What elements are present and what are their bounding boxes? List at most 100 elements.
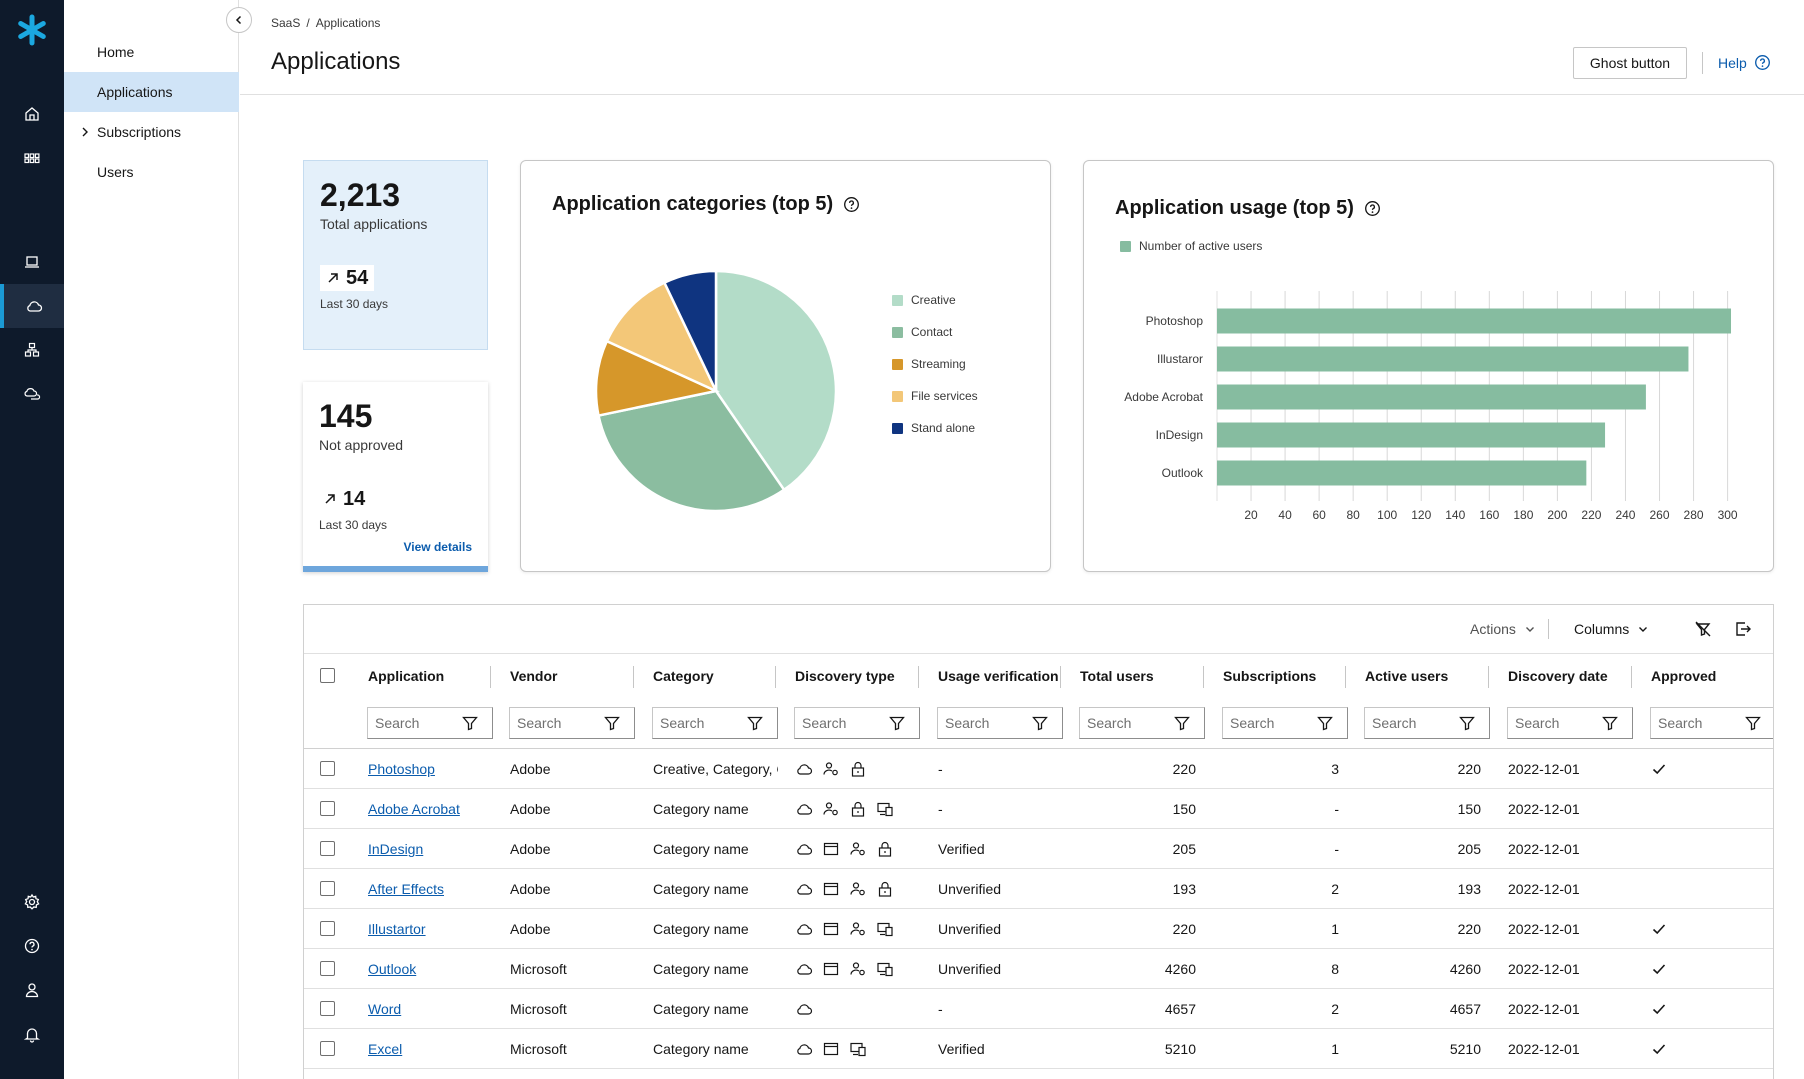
view-details-link[interactable]: View details xyxy=(403,540,472,554)
rail-saas[interactable] xyxy=(0,284,64,328)
column-separator[interactable] xyxy=(633,666,634,688)
column-header-approved[interactable]: Approved xyxy=(1651,668,1717,684)
filter-input-application[interactable]: Search xyxy=(367,707,493,739)
column-separator[interactable] xyxy=(1203,666,1204,688)
column-separator[interactable] xyxy=(1631,666,1632,688)
bar-adobe-acrobat[interactable] xyxy=(1217,384,1646,410)
pie-slice-creative[interactable] xyxy=(714,269,838,492)
filter-icon[interactable] xyxy=(1459,715,1475,731)
filter-input-category[interactable]: Search xyxy=(652,707,778,739)
pie-slice-streaming[interactable] xyxy=(594,339,720,418)
rail-help[interactable] xyxy=(0,924,64,968)
column-separator[interactable] xyxy=(490,666,491,688)
filter-input-discovery-date[interactable]: Search xyxy=(1507,707,1633,739)
filter-icon[interactable] xyxy=(1602,715,1618,731)
filter-input-total-users[interactable]: Search xyxy=(1079,707,1205,739)
nav-item-home[interactable]: Home xyxy=(64,32,239,72)
cell-application[interactable]: Adobe Acrobat xyxy=(368,801,460,817)
filter-icon[interactable] xyxy=(604,715,620,731)
row-checkbox[interactable] xyxy=(320,961,335,976)
table-row[interactable]: After Effects Adobe Category name Unverifie… xyxy=(304,869,1773,909)
filter-input-approved[interactable]: Search xyxy=(1650,707,1773,739)
row-checkbox[interactable] xyxy=(320,801,335,816)
column-separator[interactable] xyxy=(1345,666,1346,688)
bar-outlook[interactable] xyxy=(1217,460,1587,486)
filter-icon[interactable] xyxy=(747,715,763,731)
filter-input-discovery-type[interactable]: Search xyxy=(794,707,920,739)
row-checkbox[interactable] xyxy=(320,881,335,896)
table-row[interactable]: Excel Microsoft Category name Verified 5210 1… xyxy=(304,1029,1773,1069)
bar-photoshop[interactable] xyxy=(1217,308,1732,334)
column-header-vendor[interactable]: Vendor xyxy=(510,668,558,684)
filter-icon[interactable] xyxy=(889,715,905,731)
pie-slice-stand-alone[interactable] xyxy=(662,269,718,392)
filter-input-usage-verification[interactable]: Search xyxy=(937,707,1063,739)
ghost-button[interactable]: Ghost button xyxy=(1573,47,1687,79)
actions-menu[interactable]: Actions xyxy=(1470,621,1536,637)
filter-icon[interactable] xyxy=(1032,715,1048,731)
row-checkbox[interactable] xyxy=(320,1001,335,1016)
cell-application[interactable]: Word xyxy=(368,1001,402,1017)
cell-application[interactable]: Excel xyxy=(368,1041,403,1057)
export-button[interactable] xyxy=(1733,619,1753,639)
table-row[interactable]: Outlook Microsoft Category name Unverified 4… xyxy=(304,949,1773,989)
column-header-usage-verification[interactable]: Usage verification xyxy=(938,668,1059,684)
cell-application[interactable]: InDesign xyxy=(368,841,424,857)
row-checkbox[interactable] xyxy=(320,761,335,776)
table-row[interactable]: Word Microsoft Category name - 4657 2 4657 2022… xyxy=(304,989,1773,1029)
collapse-nav-button[interactable] xyxy=(226,7,252,33)
rail-settings[interactable] xyxy=(0,880,64,924)
filter-input-subscriptions[interactable]: Search xyxy=(1222,707,1348,739)
filter-input-vendor[interactable]: Search xyxy=(509,707,635,739)
nav-item-subscriptions[interactable]: Subscriptions xyxy=(64,112,239,152)
filter-icon[interactable] xyxy=(462,715,478,731)
help-icon[interactable] xyxy=(843,196,860,213)
cell-application[interactable]: Illustartor xyxy=(368,921,426,937)
rail-notifications[interactable] xyxy=(0,1012,64,1056)
row-checkbox[interactable] xyxy=(320,1041,335,1056)
clear-filter-button[interactable] xyxy=(1693,619,1713,639)
nav-item-applications[interactable]: Applications xyxy=(64,72,239,112)
help-icon[interactable] xyxy=(1364,200,1381,217)
rail-home[interactable] xyxy=(0,92,64,136)
column-header-discovery-type[interactable]: Discovery type xyxy=(795,668,895,684)
nav-item-users[interactable]: Users xyxy=(64,152,239,192)
breadcrumb-item[interactable]: SaaS xyxy=(271,16,301,30)
row-checkbox[interactable] xyxy=(320,841,335,856)
column-separator[interactable] xyxy=(918,666,919,688)
rail-cloud-connect[interactable] xyxy=(0,372,64,416)
table-row[interactable]: Illustartor Adobe Category name Unverified 2… xyxy=(304,909,1773,949)
filter-icon[interactable] xyxy=(1317,715,1333,731)
column-header-active-users[interactable]: Active users xyxy=(1365,668,1449,684)
column-header-category[interactable]: Category xyxy=(653,668,714,684)
rail-user[interactable] xyxy=(0,968,64,1012)
help-link[interactable]: Help xyxy=(1718,54,1771,71)
columns-menu[interactable]: Columns xyxy=(1574,621,1649,637)
filter-icon[interactable] xyxy=(1745,715,1761,731)
table-row[interactable]: Photoshop Adobe Creative, Category, C - 220 3… xyxy=(304,749,1773,789)
column-header-subscriptions[interactable]: Subscriptions xyxy=(1223,668,1317,684)
cell-application[interactable]: Photoshop xyxy=(368,761,435,777)
filter-icon[interactable] xyxy=(1174,715,1190,731)
column-separator[interactable] xyxy=(1060,666,1061,688)
bar-illustaror[interactable] xyxy=(1217,346,1689,372)
cell-application[interactable]: Outlook xyxy=(368,961,417,977)
pie-slice-file-services[interactable] xyxy=(605,280,719,394)
bar-indesign[interactable] xyxy=(1217,422,1606,448)
cell-application[interactable]: After Effects xyxy=(368,881,444,897)
table-row[interactable]: InDesign Adobe Category name Verified 205 - 20… xyxy=(304,829,1773,869)
column-header-discovery-date[interactable]: Discovery date xyxy=(1508,668,1608,684)
asterisk-logo-icon[interactable] xyxy=(16,14,48,46)
column-header-application[interactable]: Application xyxy=(368,668,445,684)
rail-apps[interactable] xyxy=(0,136,64,180)
filter-input-active-users[interactable]: Search xyxy=(1364,707,1490,739)
table-row[interactable]: Adobe Acrobat Adobe Category name - 150 - 150 2… xyxy=(304,789,1773,829)
column-separator[interactable] xyxy=(1488,666,1489,688)
rail-devices[interactable] xyxy=(0,240,64,284)
row-checkbox[interactable] xyxy=(320,921,335,936)
select-all-checkbox[interactable] xyxy=(320,668,335,683)
column-header-total-users[interactable]: Total users xyxy=(1080,668,1154,684)
pie-slice-contact[interactable] xyxy=(597,389,786,513)
rail-network[interactable] xyxy=(0,328,64,372)
column-separator[interactable] xyxy=(775,666,776,688)
